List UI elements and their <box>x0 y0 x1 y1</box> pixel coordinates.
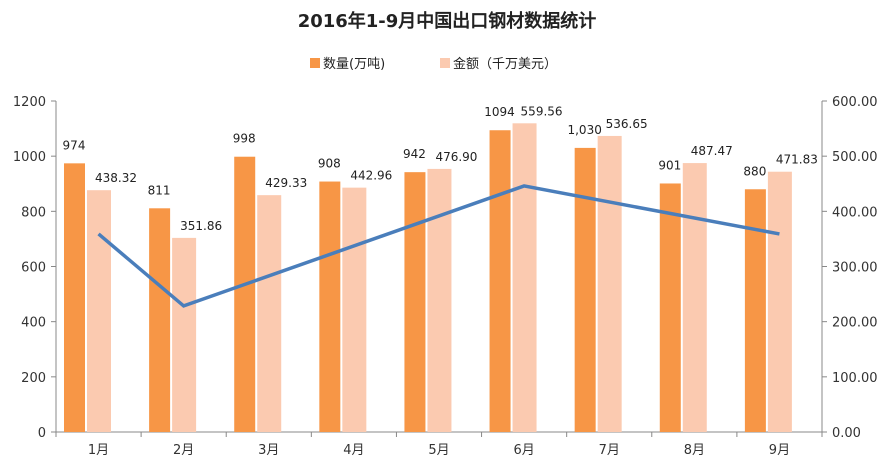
bar-quantity <box>319 181 341 432</box>
data-label-amount: 476.90 <box>435 150 477 164</box>
data-label-quantity: 901 <box>658 158 681 172</box>
data-label-amount: 351.86 <box>180 219 222 233</box>
bar-quantity <box>659 183 681 432</box>
y-left-tick-label: 600 <box>21 261 46 276</box>
y-right-tick-label: 200.00 <box>832 316 878 331</box>
y-left-tick-label: 1000 <box>13 150 46 165</box>
bar-amount <box>767 171 792 432</box>
y-left-tick-label: 400 <box>21 316 46 331</box>
bar-amount <box>512 123 537 433</box>
data-label-quantity: 974 <box>63 138 86 152</box>
bar-amount <box>87 190 111 432</box>
x-tick-label: 8月 <box>684 443 705 458</box>
data-label-quantity: 998 <box>233 132 256 146</box>
bar-quantity <box>744 189 766 432</box>
y-right-tick-label: 300.00 <box>832 261 878 276</box>
x-tick-label: 3月 <box>258 443 279 458</box>
data-label-quantity: 811 <box>148 183 171 197</box>
legend-label-amount: 金额（千万美元） <box>453 56 557 72</box>
bar-amount <box>682 163 707 433</box>
data-label-quantity: 1094 <box>484 105 515 119</box>
data-label-amount: 536.65 <box>606 117 648 131</box>
legend-swatch-quantity <box>310 58 320 68</box>
x-tick-label: 1月 <box>88 443 109 458</box>
data-label-amount: 559.56 <box>521 104 563 118</box>
y-right-tick-label: 0.00 <box>832 426 861 441</box>
x-tick-label: 9月 <box>769 443 790 458</box>
trend-line <box>97 184 780 308</box>
bar-quantity <box>149 208 171 432</box>
data-label-amount: 438.32 <box>95 171 137 185</box>
bar-amount <box>427 168 452 433</box>
y-left-tick-label: 200 <box>21 371 46 386</box>
y-right-tick-label: 100.00 <box>832 371 878 386</box>
bar-amount <box>597 135 622 432</box>
bar-amount <box>257 195 282 432</box>
bar-quantity <box>64 163 85 433</box>
data-label-quantity: 908 <box>318 157 341 171</box>
data-label-quantity: 942 <box>403 147 426 161</box>
data-label-amount: 429.33 <box>265 176 307 190</box>
bar-quantity <box>234 156 256 433</box>
data-label-amount: 442.96 <box>350 169 392 183</box>
x-tick-label: 7月 <box>599 443 620 458</box>
y-left-tick-label: 1200 <box>13 95 46 110</box>
legend-swatch-amount <box>440 58 450 68</box>
bar-quantity <box>404 172 426 433</box>
y-left-tick-label: 800 <box>21 205 46 220</box>
bar-quantity <box>489 130 511 432</box>
y-right-tick-label: 400.00 <box>832 205 878 220</box>
bar-amount <box>342 187 367 432</box>
data-label-amount: 471.83 <box>776 153 818 167</box>
data-label-quantity: 880 <box>743 164 766 178</box>
x-tick-label: 4月 <box>343 443 364 458</box>
legend-label-quantity: 数量(万吨) <box>323 57 385 72</box>
x-tick-label: 5月 <box>428 443 449 458</box>
x-tick-label: 2月 <box>173 443 194 458</box>
y-right-tick-label: 600.00 <box>832 95 878 110</box>
chart-title: 2016年1-9月中国出口钢材数据统计 <box>298 10 597 32</box>
x-tick-label: 6月 <box>513 443 534 458</box>
data-label-quantity: 1,030 <box>567 123 601 137</box>
data-label-amount: 487.47 <box>691 144 733 158</box>
bar-amount <box>172 237 197 432</box>
y-right-tick-label: 500.00 <box>832 150 878 165</box>
bar-quantity <box>574 147 596 432</box>
legend: 数量(万吨) 金额（千万美元） <box>310 56 557 72</box>
y-left-tick-label: 0 <box>38 426 46 441</box>
